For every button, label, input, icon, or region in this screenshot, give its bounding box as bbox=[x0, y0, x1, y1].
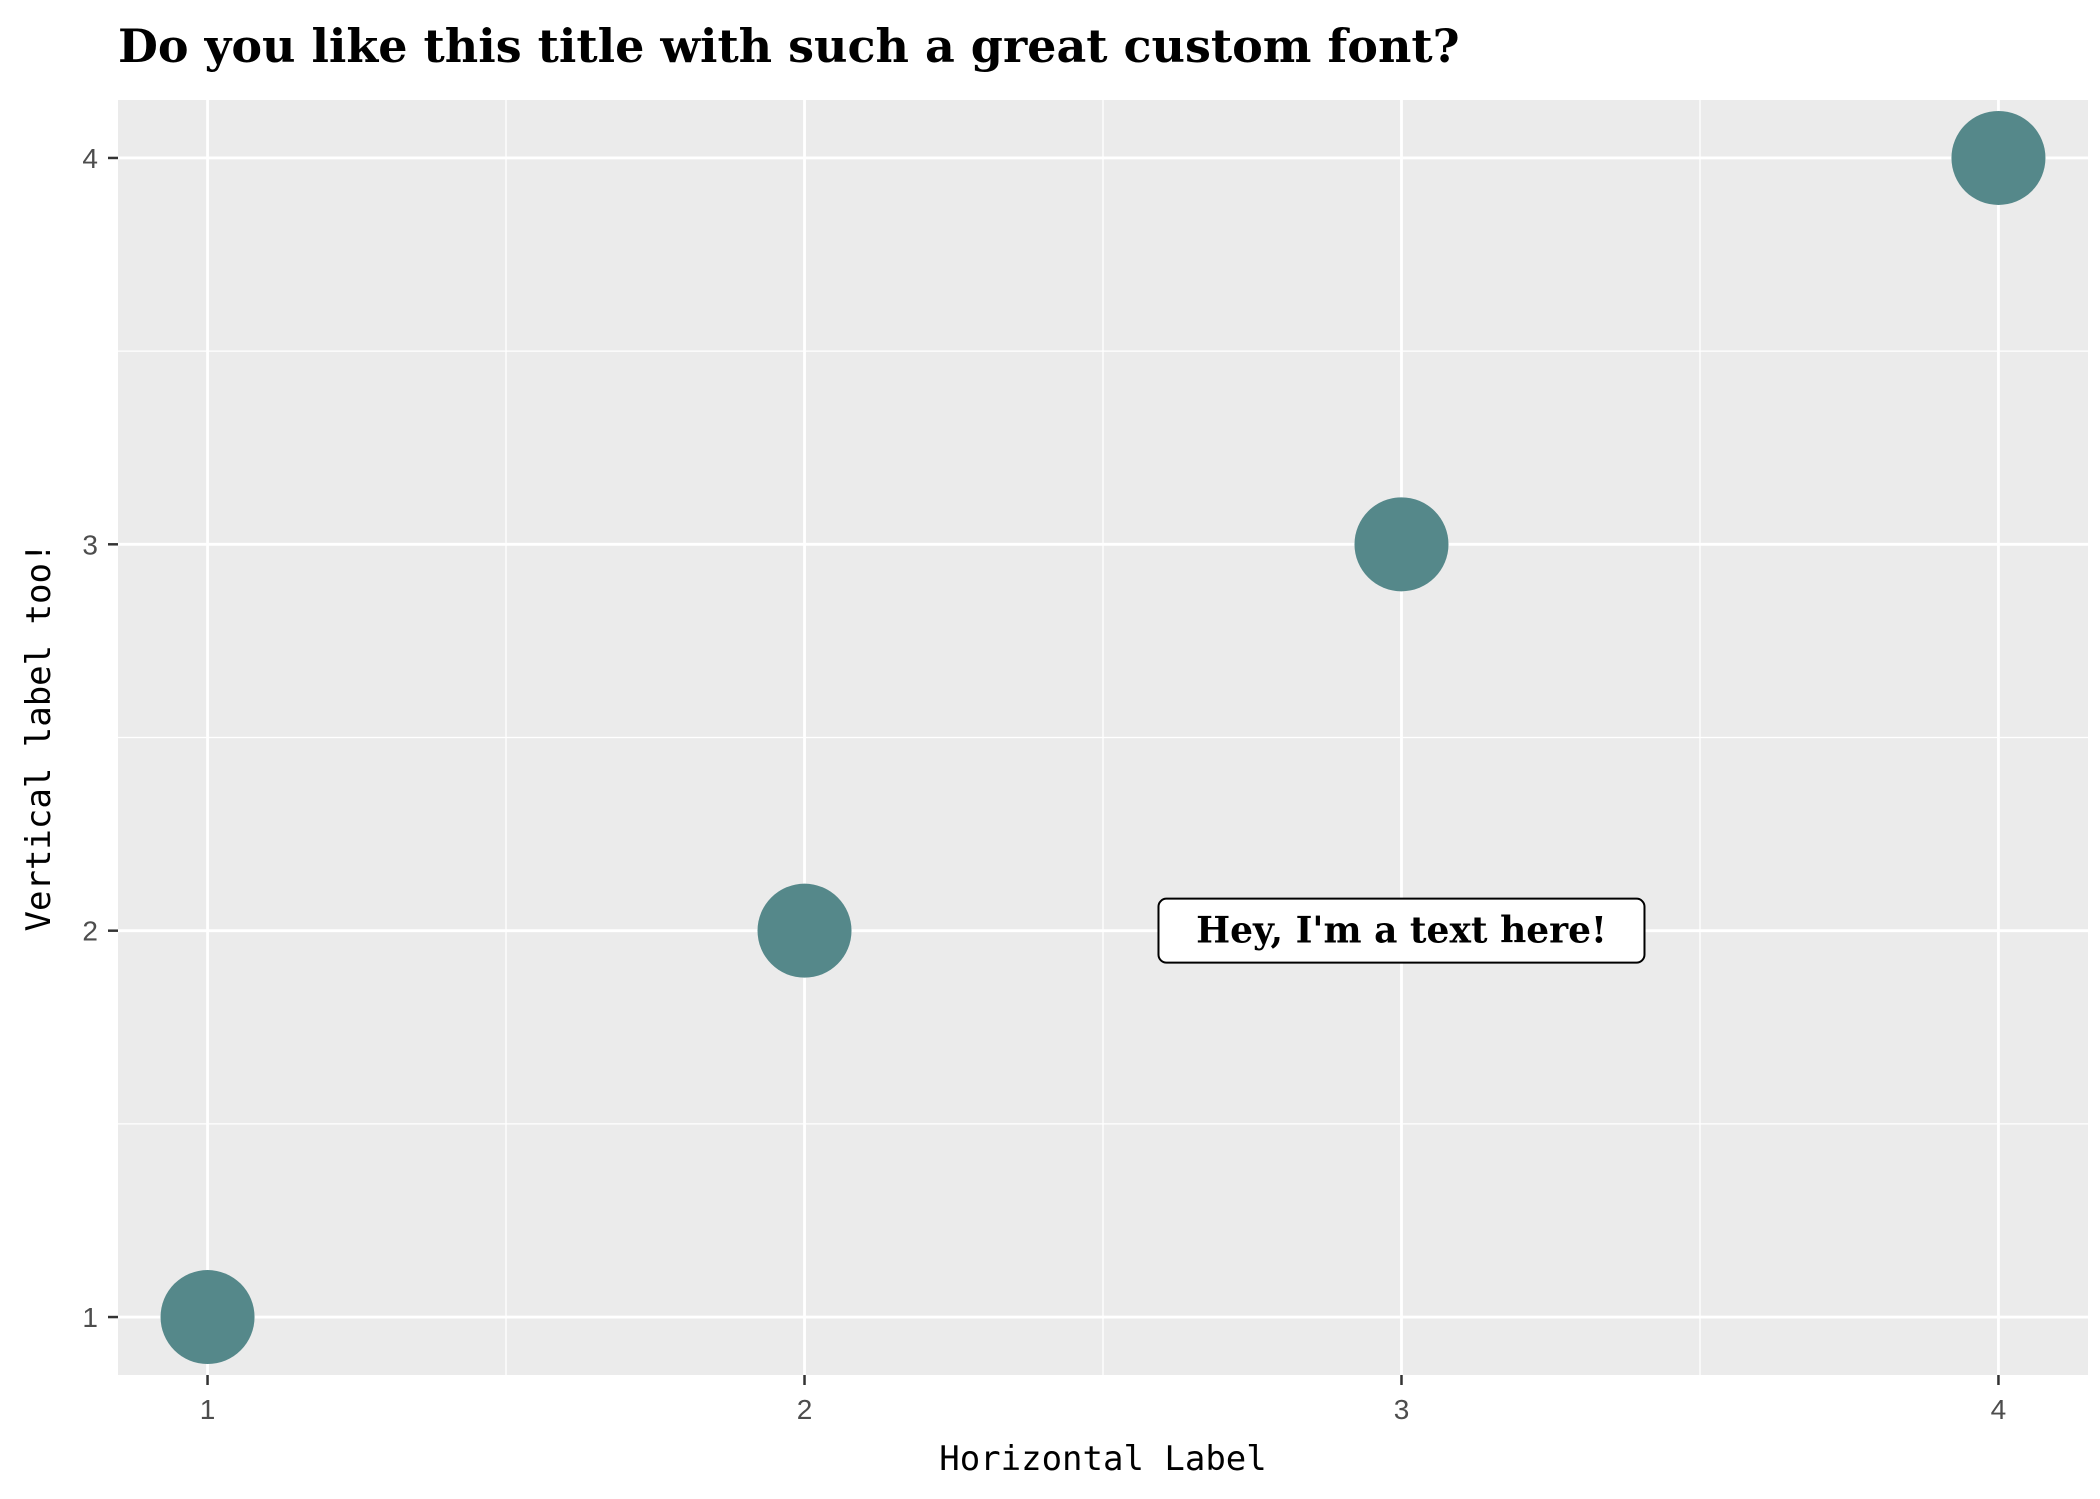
scatter-point bbox=[160, 1270, 255, 1365]
scatter-point bbox=[1354, 497, 1449, 592]
annotation: Hey, I'm a text here! bbox=[1157, 897, 1646, 964]
x-tick-label: 4 bbox=[1991, 1394, 2007, 1425]
scatter-point bbox=[757, 883, 852, 978]
y-tick-label: 3 bbox=[82, 529, 98, 560]
y-tick-label: 1 bbox=[82, 1302, 98, 1333]
scatter-point bbox=[1951, 110, 2046, 205]
grid-lines bbox=[118, 100, 2088, 1375]
x-tick-label: 2 bbox=[797, 1394, 813, 1425]
chart-title: Do you like this title with such a great… bbox=[118, 19, 1460, 73]
annotation-label: Hey, I'm a text here! bbox=[1196, 910, 1607, 952]
x-tick-label: 1 bbox=[200, 1394, 216, 1425]
annotation-box bbox=[1157, 897, 1646, 964]
data-points bbox=[160, 110, 2046, 1365]
y-tick-label: 2 bbox=[82, 916, 98, 947]
y-axis-title: Vertical label too! bbox=[19, 543, 59, 932]
axes: 1 2 3 4 1 2 3 4 bbox=[82, 143, 2006, 1425]
x-tick-label: 3 bbox=[1394, 1394, 1410, 1425]
x-axis-title: Horizontal Label bbox=[939, 1439, 1267, 1479]
y-tick-label: 4 bbox=[82, 143, 98, 174]
